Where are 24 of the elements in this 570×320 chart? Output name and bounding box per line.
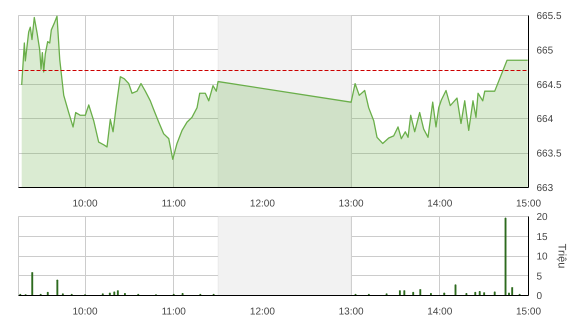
x-tick-label: 15:00 bbox=[516, 306, 542, 318]
x-tick-label: 11:00 bbox=[162, 198, 186, 210]
x-tick-label: 11:00 bbox=[162, 306, 186, 318]
x-tick-label: 14:00 bbox=[427, 198, 453, 210]
y-tick-label: 15 bbox=[536, 232, 548, 243]
x-tick-label: 15:00 bbox=[516, 198, 542, 210]
y-axis-title: Triệu bbox=[556, 244, 568, 268]
y-tick-label: 665.5 bbox=[536, 11, 562, 22]
x-tick-label: 10:00 bbox=[72, 306, 98, 318]
y-tick-label: 665 bbox=[536, 45, 554, 56]
y-tick-label: 664.5 bbox=[536, 80, 562, 91]
x-tick-label: 10:00 bbox=[72, 198, 98, 210]
x-tick-label: 14:00 bbox=[427, 306, 453, 318]
x-tick-label: 13:00 bbox=[338, 306, 364, 318]
y-tick-label: 10 bbox=[536, 252, 548, 262]
x-tick-label: 12:00 bbox=[250, 198, 276, 210]
x-tick-label: 12:00 bbox=[250, 306, 276, 318]
y-tick-label: 664 bbox=[536, 114, 554, 126]
y-tick-label: 663 bbox=[536, 183, 554, 194]
y-tick-label: 5 bbox=[536, 271, 542, 282]
y-tick-label: 663.5 bbox=[536, 148, 562, 160]
y-tick-label: 0 bbox=[536, 291, 542, 302]
y-tick-label: 20 bbox=[536, 212, 548, 223]
x-tick-label: 13:00 bbox=[338, 198, 364, 210]
